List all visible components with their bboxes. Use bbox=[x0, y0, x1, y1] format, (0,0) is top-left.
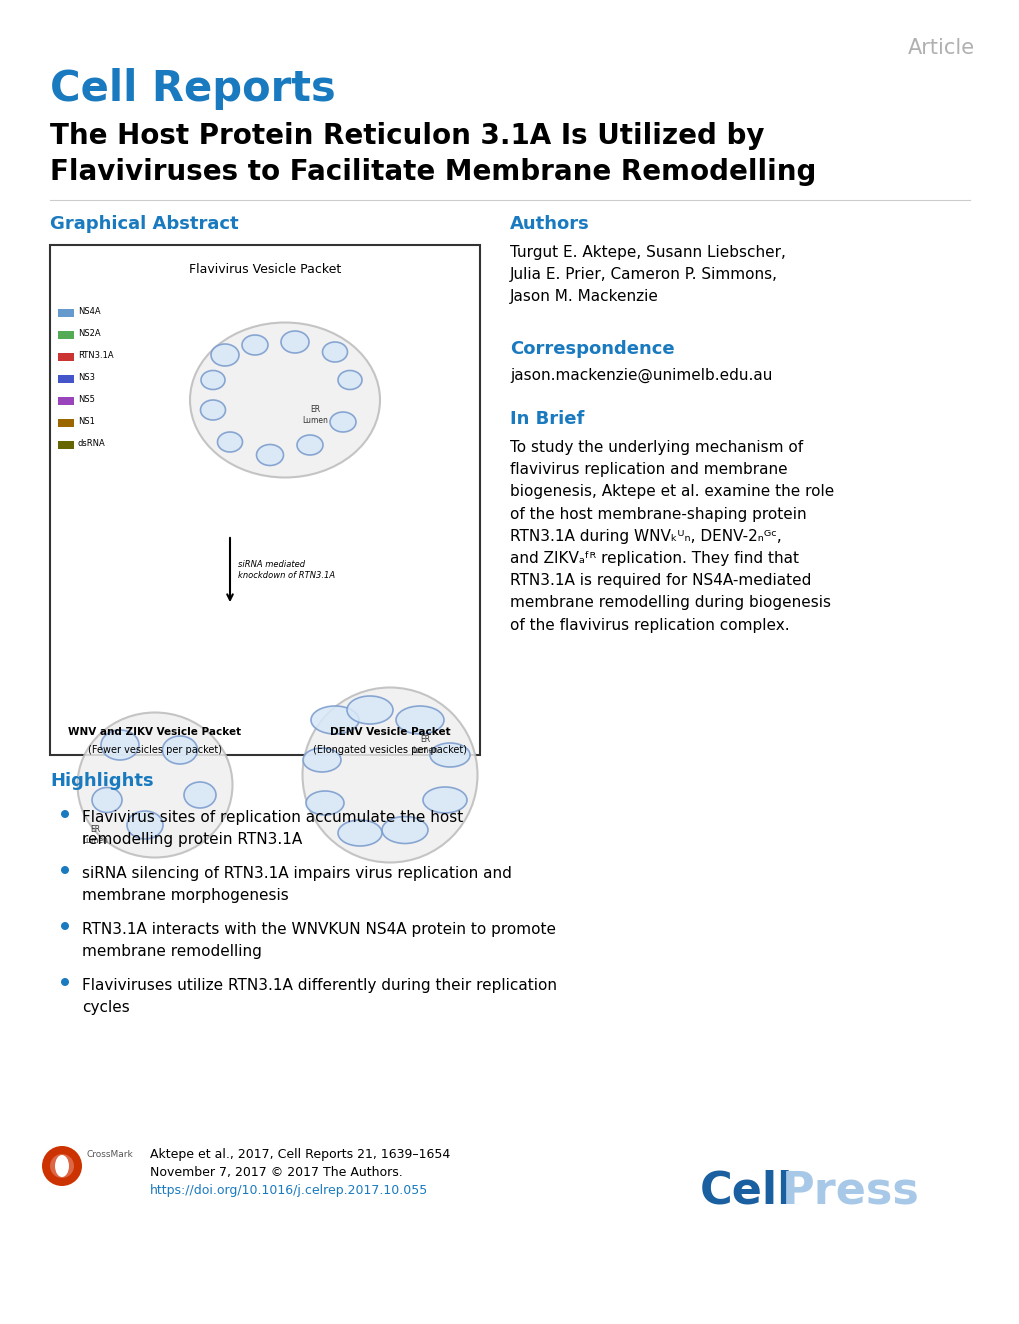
Text: ER
Lumen: ER Lumen bbox=[302, 405, 328, 425]
Ellipse shape bbox=[162, 736, 198, 764]
Circle shape bbox=[61, 922, 69, 929]
Ellipse shape bbox=[337, 820, 382, 846]
Circle shape bbox=[42, 1147, 82, 1186]
Text: In Brief: In Brief bbox=[510, 410, 584, 428]
Text: NS3: NS3 bbox=[77, 373, 95, 383]
Text: https://doi.org/10.1016/j.celrep.2017.10.055: https://doi.org/10.1016/j.celrep.2017.10… bbox=[150, 1184, 428, 1197]
Text: Turgut E. Aktepe, Susann Liebscher,
Julia E. Prier, Cameron P. Simmons,
Jason M.: Turgut E. Aktepe, Susann Liebscher, Juli… bbox=[510, 245, 785, 305]
Ellipse shape bbox=[256, 445, 283, 466]
Ellipse shape bbox=[303, 687, 477, 862]
Text: Flavivirus Vesicle Packet: Flavivirus Vesicle Packet bbox=[189, 263, 340, 275]
Bar bbox=[50, 245, 480, 755]
Ellipse shape bbox=[382, 817, 428, 843]
Ellipse shape bbox=[337, 371, 362, 389]
Text: NS5: NS5 bbox=[77, 396, 95, 405]
Ellipse shape bbox=[190, 323, 380, 478]
Text: ER
Lumen: ER Lumen bbox=[82, 825, 108, 845]
Text: Highlights: Highlights bbox=[50, 772, 154, 790]
Text: NS1: NS1 bbox=[77, 417, 95, 426]
Ellipse shape bbox=[322, 342, 347, 361]
Text: Cell: Cell bbox=[699, 1170, 793, 1213]
Ellipse shape bbox=[346, 696, 392, 724]
Text: NS4A: NS4A bbox=[77, 307, 101, 316]
Text: Flaviviruses utilize RTN3.1A differently during their replication
cycles: Flaviviruses utilize RTN3.1A differently… bbox=[82, 978, 556, 1014]
Ellipse shape bbox=[423, 786, 467, 813]
Text: dsRNA: dsRNA bbox=[77, 440, 106, 449]
Circle shape bbox=[61, 810, 69, 818]
Text: CrossMark: CrossMark bbox=[87, 1151, 133, 1158]
Ellipse shape bbox=[280, 331, 309, 354]
Text: Aktepe et al., 2017, Cell Reports 21, 1639–1654: Aktepe et al., 2017, Cell Reports 21, 16… bbox=[150, 1148, 449, 1161]
Text: (Fewer vesicles per packet): (Fewer vesicles per packet) bbox=[88, 745, 222, 755]
Ellipse shape bbox=[330, 412, 356, 432]
Text: RTN3.1A interacts with the WNVKUN NS4A protein to promote
membrane remodelling: RTN3.1A interacts with the WNVKUN NS4A p… bbox=[82, 922, 555, 959]
Bar bbox=[58, 418, 74, 428]
Text: Flaviviruses to Facilitate Membrane Remodelling: Flaviviruses to Facilitate Membrane Remo… bbox=[50, 158, 815, 185]
Text: ER
Lumen: ER Lumen bbox=[412, 735, 437, 755]
Text: WNV and ZIKV Vesicle Packet: WNV and ZIKV Vesicle Packet bbox=[68, 727, 242, 737]
Text: (Elongated vesicles per packet): (Elongated vesicles per packet) bbox=[313, 745, 467, 755]
Ellipse shape bbox=[311, 706, 359, 733]
Text: DENV Vesicle Packet: DENV Vesicle Packet bbox=[329, 727, 449, 737]
Circle shape bbox=[61, 978, 69, 986]
Text: Graphical Abstract: Graphical Abstract bbox=[50, 214, 238, 233]
Ellipse shape bbox=[211, 344, 238, 365]
Circle shape bbox=[61, 866, 69, 874]
Text: siRNA silencing of RTN3.1A impairs virus replication and
membrane morphogenesis: siRNA silencing of RTN3.1A impairs virus… bbox=[82, 866, 512, 903]
Ellipse shape bbox=[430, 743, 470, 767]
Ellipse shape bbox=[77, 712, 232, 858]
Bar bbox=[58, 308, 74, 316]
Text: The Host Protein Reticulon 3.1A Is Utilized by: The Host Protein Reticulon 3.1A Is Utili… bbox=[50, 122, 764, 150]
Ellipse shape bbox=[201, 400, 225, 420]
Bar bbox=[58, 397, 74, 405]
Text: Flavivirus sites of replication accumulate the host
remodelling protein RTN3.1A: Flavivirus sites of replication accumula… bbox=[82, 810, 463, 846]
Text: NS2A: NS2A bbox=[77, 330, 101, 339]
Bar bbox=[58, 375, 74, 383]
Bar bbox=[58, 354, 74, 361]
Ellipse shape bbox=[183, 782, 216, 808]
Ellipse shape bbox=[92, 788, 122, 813]
Text: siRNA mediated
knockdown of RTN3.1A: siRNA mediated knockdown of RTN3.1A bbox=[237, 560, 335, 580]
Text: To study the underlying mechanism of
flavivirus replication and membrane
biogene: To study the underlying mechanism of fla… bbox=[510, 440, 834, 633]
Ellipse shape bbox=[217, 432, 243, 451]
Text: RTN3.1A: RTN3.1A bbox=[77, 351, 113, 360]
Text: jason.mackenzie@unimelb.edu.au: jason.mackenzie@unimelb.edu.au bbox=[510, 368, 771, 383]
Circle shape bbox=[50, 1155, 74, 1178]
Text: Article: Article bbox=[907, 38, 974, 58]
Text: November 7, 2017 © 2017 The Authors.: November 7, 2017 © 2017 The Authors. bbox=[150, 1166, 403, 1178]
Ellipse shape bbox=[395, 706, 443, 733]
Text: Correspondence: Correspondence bbox=[510, 340, 674, 357]
Ellipse shape bbox=[242, 335, 268, 355]
Ellipse shape bbox=[306, 790, 343, 816]
Bar bbox=[58, 441, 74, 449]
Text: Press: Press bbox=[782, 1170, 919, 1213]
Ellipse shape bbox=[297, 436, 323, 455]
Text: Cell Reports: Cell Reports bbox=[50, 68, 335, 110]
Ellipse shape bbox=[303, 748, 340, 772]
Bar bbox=[58, 331, 74, 339]
Text: Authors: Authors bbox=[510, 214, 589, 233]
Ellipse shape bbox=[201, 371, 225, 389]
Ellipse shape bbox=[55, 1155, 69, 1177]
Ellipse shape bbox=[101, 730, 139, 760]
Ellipse shape bbox=[127, 812, 163, 839]
